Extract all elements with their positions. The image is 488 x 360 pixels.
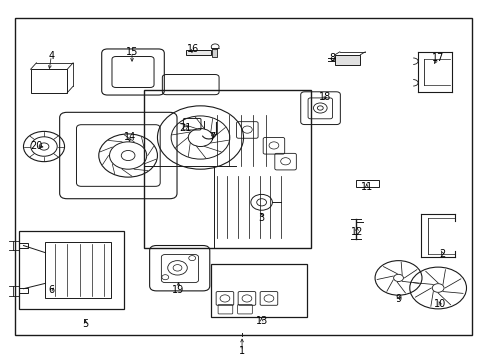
Text: 16: 16 bbox=[186, 44, 199, 54]
Text: 1: 1 bbox=[239, 346, 244, 356]
Text: 20: 20 bbox=[30, 141, 43, 151]
Text: 13: 13 bbox=[255, 316, 267, 326]
Text: 21: 21 bbox=[179, 123, 192, 133]
Bar bbox=[19, 288, 28, 293]
Text: 10: 10 bbox=[433, 299, 446, 309]
Text: 19: 19 bbox=[172, 285, 184, 295]
Text: 14: 14 bbox=[123, 132, 136, 142]
Text: 18: 18 bbox=[318, 92, 331, 102]
Bar bbox=[15, 18, 471, 335]
Bar bbox=[19, 231, 123, 309]
Text: 4: 4 bbox=[48, 51, 54, 61]
Text: 17: 17 bbox=[430, 53, 443, 63]
Bar bbox=[211, 48, 216, 57]
Text: 9: 9 bbox=[395, 294, 401, 304]
Text: 11: 11 bbox=[360, 182, 372, 192]
Text: 15: 15 bbox=[125, 47, 138, 57]
Text: 5: 5 bbox=[82, 319, 88, 329]
Text: 7: 7 bbox=[209, 132, 215, 142]
Bar bbox=[355, 180, 379, 187]
Bar bbox=[211, 264, 306, 317]
Text: 8: 8 bbox=[329, 53, 335, 63]
Text: 12: 12 bbox=[350, 227, 363, 237]
Bar bbox=[144, 90, 310, 248]
Bar bbox=[185, 50, 211, 55]
Bar bbox=[19, 243, 28, 248]
Text: 3: 3 bbox=[258, 213, 264, 223]
Text: 6: 6 bbox=[48, 285, 54, 295]
Bar bbox=[334, 55, 360, 65]
Bar bbox=[45, 242, 111, 298]
Bar bbox=[30, 69, 67, 93]
Text: 2: 2 bbox=[439, 249, 445, 259]
